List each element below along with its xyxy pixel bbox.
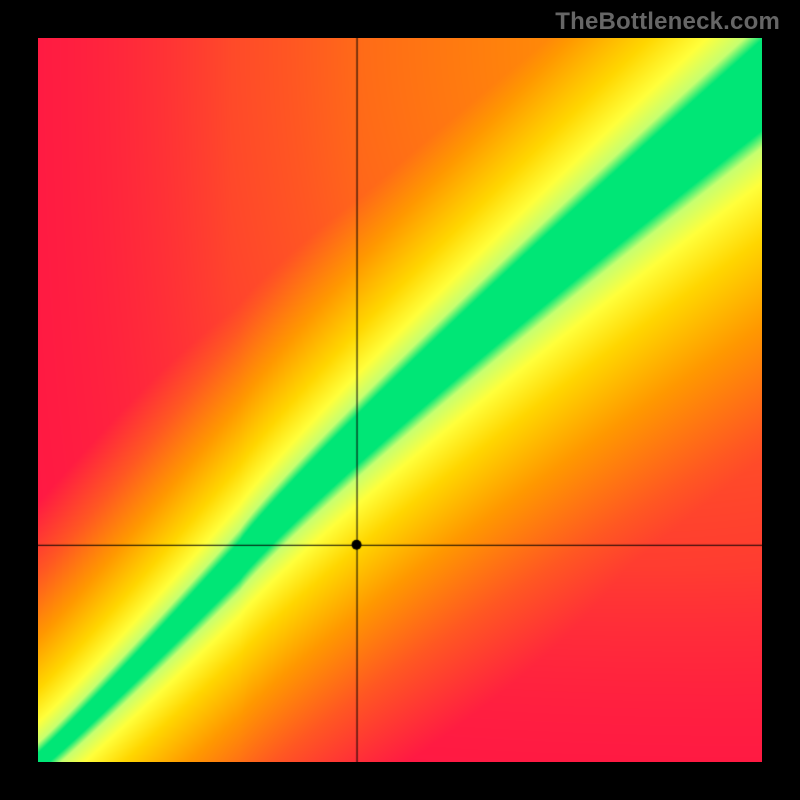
watermark-text: TheBottleneck.com bbox=[555, 8, 780, 36]
heatmap-plot bbox=[38, 38, 762, 762]
chart-container: TheBottleneck.com bbox=[0, 0, 800, 800]
